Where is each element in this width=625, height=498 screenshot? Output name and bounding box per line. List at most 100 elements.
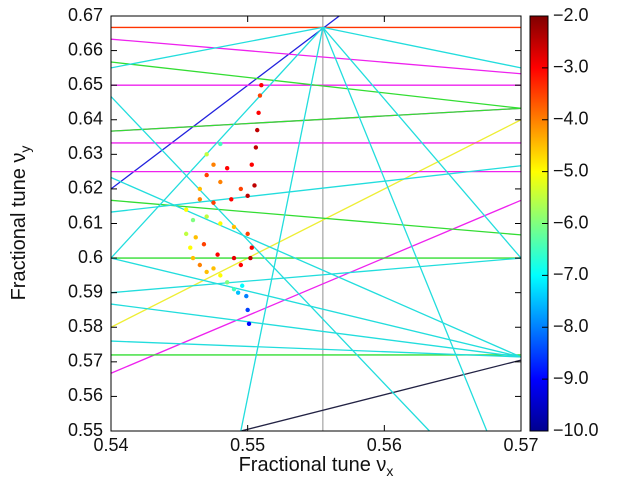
- y-tick-label: 0.59: [68, 281, 103, 301]
- x-label-sub: x: [386, 463, 393, 479]
- tune-point: [253, 145, 259, 150]
- resonance-line: [111, 26, 323, 69]
- tune-point: [256, 110, 261, 116]
- colorbar-tick-label: −9.0: [553, 368, 589, 388]
- tune-point: [218, 273, 223, 278]
- x-axis-label: Fractional tune νx: [239, 454, 394, 478]
- resonance-line: [111, 26, 324, 259]
- resonance-line: [111, 165, 521, 213]
- tune-point: [231, 255, 237, 261]
- resonance-line: [322, 26, 521, 69]
- y-tick-label: 0.57: [68, 351, 103, 371]
- tune-point: [190, 255, 196, 261]
- y-tick-label: 0.63: [68, 143, 103, 163]
- tune-point: [231, 287, 237, 292]
- tune-point: [245, 231, 250, 237]
- y-tick-label: 0.61: [68, 212, 103, 232]
- tune-point: [246, 321, 252, 326]
- plot-area: [111, 16, 521, 431]
- resonance-line: [111, 257, 521, 294]
- colorbar-tick-label: −6.0: [553, 212, 589, 232]
- resonance-line: [111, 199, 521, 236]
- resonance-line: [322, 26, 521, 259]
- y-tick-label: 0.66: [68, 39, 103, 59]
- tune-point: [218, 141, 223, 147]
- tune-point: [244, 293, 249, 299]
- tune-point: [245, 193, 250, 199]
- resonance-line: [111, 96, 430, 431]
- tune-point: [204, 172, 209, 178]
- tune-point: [197, 262, 203, 268]
- tune-point: [252, 183, 257, 188]
- tune-point: [197, 186, 203, 192]
- y-label-text: Fractional tune ν: [8, 153, 30, 301]
- x-tick-label: 0.56: [367, 435, 402, 455]
- tune-point: [248, 255, 253, 261]
- tune-point: [245, 307, 250, 313]
- y-tick-label: 0.65: [68, 74, 103, 94]
- y-axis-label: Fractional tune νy: [8, 146, 32, 301]
- y-tick-label: 0.62: [68, 178, 103, 198]
- tune-point: [257, 93, 263, 98]
- y-tick-label: 0.55: [68, 420, 103, 440]
- colorbar-tick-label: −2.0: [553, 5, 589, 25]
- y-tick-label: 0.67: [68, 5, 103, 25]
- tune-point: [201, 242, 207, 247]
- tune-point: [188, 245, 193, 250]
- tune-point: [231, 224, 237, 230]
- x-label-text: Fractional tune ν: [239, 454, 387, 476]
- resonance-line: [111, 16, 340, 190]
- tune-point: [229, 197, 234, 202]
- tune-point: [183, 207, 189, 212]
- x-tick-label: 0.57: [503, 435, 538, 455]
- tune-point: [215, 252, 220, 257]
- resonance-line: [322, 27, 488, 431]
- tune-point: [259, 82, 264, 88]
- colorbar-tick-label: −4.0: [553, 109, 589, 129]
- x-tick-label: 0.54: [93, 435, 128, 455]
- tune-point: [211, 266, 216, 271]
- tune-point: [235, 290, 241, 295]
- tune-point: [183, 231, 189, 237]
- resonance-line: [111, 303, 521, 358]
- resonance-line: [240, 27, 324, 431]
- colorbar-tick-label: −7.0: [553, 264, 589, 284]
- tune-point: [204, 152, 209, 157]
- tune-point: [211, 162, 216, 167]
- y-tick-label: 0.6: [78, 247, 103, 267]
- y-tick-label: 0.64: [68, 109, 103, 129]
- y-label-sub: y: [17, 146, 33, 153]
- y-tick-label: 0.56: [68, 385, 103, 405]
- tune-point: [218, 221, 223, 226]
- resonance-line: [111, 119, 521, 328]
- colorbar-tick-label: −3.0: [553, 57, 589, 77]
- resonance-line: [111, 340, 521, 358]
- tune-point: [255, 127, 260, 133]
- tune-point: [190, 217, 196, 223]
- tune-point: [238, 186, 244, 192]
- resonance-line: [240, 359, 521, 431]
- tune-point: [197, 197, 203, 202]
- resonance-line: [111, 38, 521, 75]
- tune-point: [249, 245, 254, 250]
- colorbar-tick-label: −5.0: [553, 160, 589, 180]
- colorbar-tick-label: −8.0: [553, 316, 589, 336]
- resonance-line: [111, 107, 521, 132]
- tune-point: [218, 179, 223, 185]
- tune-point: [204, 214, 209, 219]
- tune-point: [204, 269, 209, 275]
- tune-point: [193, 235, 198, 240]
- tune-point: [224, 280, 230, 285]
- tune-point: [240, 283, 245, 288]
- resonance-line: [111, 257, 521, 358]
- colorbar-tick-label: −10.0: [553, 420, 599, 440]
- tune-point: [249, 162, 254, 167]
- tune-point: [211, 200, 216, 205]
- resonance-line: [111, 199, 521, 374]
- resonance-line: [111, 61, 521, 109]
- tune-point: [238, 262, 244, 268]
- y-tick-label: 0.58: [68, 316, 103, 336]
- tune-point: [224, 165, 230, 171]
- x-tick-label: 0.55: [230, 435, 265, 455]
